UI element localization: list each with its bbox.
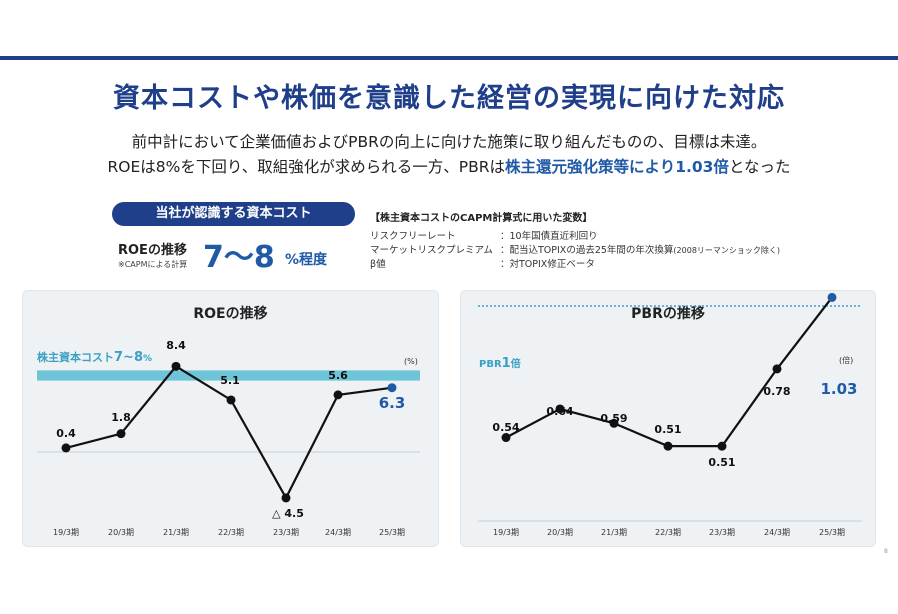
roe-data-label: 5.6 bbox=[328, 369, 348, 382]
roe-x-tick: 20/3期 bbox=[108, 528, 134, 537]
capm-value-text: ：配当込TOPIXの過去25年間の年次換算 bbox=[500, 245, 674, 256]
top-accent-bar bbox=[0, 56, 898, 60]
roe-data-label: 0.4 bbox=[56, 427, 76, 440]
subtitle-line-2-c: となった bbox=[728, 158, 791, 176]
roe-x-tick: 19/3期 bbox=[53, 528, 79, 537]
capm-label-market-premium: マーケットリスクプレミアム bbox=[370, 245, 493, 256]
roe-trend-label: ROEの推移 bbox=[118, 243, 187, 258]
roe-point bbox=[116, 429, 126, 439]
pbr-point bbox=[555, 404, 565, 414]
capm-note: ※CAPMによる計算 bbox=[118, 260, 188, 269]
pbr-unit-label: (倍) bbox=[839, 355, 853, 365]
capm-title: 【株主資本コストのCAPM計算式に用いた変数】 bbox=[370, 213, 593, 224]
pbr-point bbox=[663, 441, 673, 451]
roe-point bbox=[226, 395, 236, 405]
band-label: 株主資本コスト7~8% bbox=[37, 350, 152, 365]
pbr-x-tick: 24/3期 bbox=[764, 528, 790, 537]
roe-x-tick: 22/3期 bbox=[218, 528, 244, 537]
capm-value-risk-free: ：10年国債直近利回り bbox=[500, 228, 598, 242]
roe-point bbox=[387, 383, 397, 393]
pbr-data-label: 0.78 bbox=[763, 385, 790, 398]
pbr-x-tick: 23/3期 bbox=[709, 528, 735, 537]
pbr-x-tick: 19/3期 bbox=[493, 528, 519, 537]
capm-value-beta: ：対TOPIX修正ベータ bbox=[500, 256, 595, 270]
roe-point bbox=[333, 390, 343, 400]
roe-chart-title: ROEの推移 bbox=[193, 306, 268, 322]
capital-cost-badge: 当社が認識する資本コスト bbox=[112, 202, 355, 226]
roe-data-label: 6.3 bbox=[379, 394, 406, 412]
subtitle-line-1: 前中計において企業価値およびPBRの向上に向けた施策に取り組んだものの、目標は未… bbox=[131, 133, 767, 151]
subtitle-line-2: ROEは8%を下回り、取組強化が求められる一方、PBRは株主還元強化策等により1… bbox=[0, 155, 898, 177]
capm-label-beta: β値 bbox=[370, 259, 386, 270]
pbr-data-label: 0.64 bbox=[546, 405, 573, 418]
roe-x-tick: 23/3期 bbox=[273, 528, 299, 537]
capm-value-text: ：10年国債直近利回り bbox=[500, 231, 598, 242]
pbr-point bbox=[717, 441, 727, 451]
pbr-x-tick: 20/3期 bbox=[547, 528, 573, 537]
page-number: 8 bbox=[884, 548, 888, 555]
cost-range-value: 7～8 bbox=[203, 240, 275, 275]
roe-x-tick: 21/3期 bbox=[163, 528, 189, 537]
pbr-x-tick: 25/3期 bbox=[819, 528, 845, 537]
roe-data-label: 8.4 bbox=[166, 339, 186, 352]
roe-point bbox=[171, 361, 181, 371]
capm-label-risk-free: リスクフリーレート bbox=[370, 231, 456, 242]
subtitle-highlight: 株主還元強化策等により1.03倍 bbox=[505, 158, 729, 176]
pbr-point bbox=[827, 292, 837, 302]
roe-data-label: 5.1 bbox=[220, 374, 240, 387]
page-title: 資本コストや株価を意識した経営の実現に向けた対応 bbox=[113, 83, 785, 114]
subtitle-line-2-a: ROEは8%を下回り、取組強化が求められる一方、PBRは bbox=[107, 158, 506, 176]
pbr-data-label: 0.51 bbox=[708, 456, 735, 469]
roe-chart-panel: ROEの推移 bbox=[22, 290, 439, 547]
cost-range-unit: %程度 bbox=[285, 252, 328, 268]
pbr-point bbox=[609, 418, 619, 428]
capm-value-text: ：対TOPIX修正ベータ bbox=[500, 259, 595, 270]
roe-point bbox=[281, 493, 291, 503]
capm-value-market-premium: ：配当込TOPIXの過去25年間の年次換算(2008リーマンショック除く) bbox=[500, 242, 780, 256]
pbr-data-label: 0.51 bbox=[654, 423, 681, 436]
pbr-reference-label: PBR1倍 bbox=[479, 356, 521, 371]
roe-x-tick: 25/3期 bbox=[379, 528, 405, 537]
roe-data-label: 1.8 bbox=[111, 411, 131, 424]
pbr-point bbox=[501, 433, 511, 443]
roe-point bbox=[61, 443, 71, 453]
roe-data-label: △ 4.5 bbox=[272, 507, 304, 520]
pbr-x-tick: 21/3期 bbox=[601, 528, 627, 537]
pbr-point bbox=[772, 364, 782, 374]
pbr-data-label: 0.59 bbox=[600, 412, 627, 425]
cost-band bbox=[37, 370, 420, 381]
roe-unit-label: (%) bbox=[404, 357, 418, 366]
pbr-chart-title: PBRの推移 bbox=[631, 306, 705, 322]
pbr-x-tick: 22/3期 bbox=[655, 528, 681, 537]
pbr-data-label: 1.03 bbox=[820, 380, 857, 398]
roe-x-tick: 24/3期 bbox=[325, 528, 351, 537]
pbr-data-label: 0.54 bbox=[492, 421, 519, 434]
pbr-chart-panel: PBRの推移 bbox=[460, 290, 876, 547]
capm-value-note: (2008リーマンショック除く) bbox=[673, 246, 781, 255]
